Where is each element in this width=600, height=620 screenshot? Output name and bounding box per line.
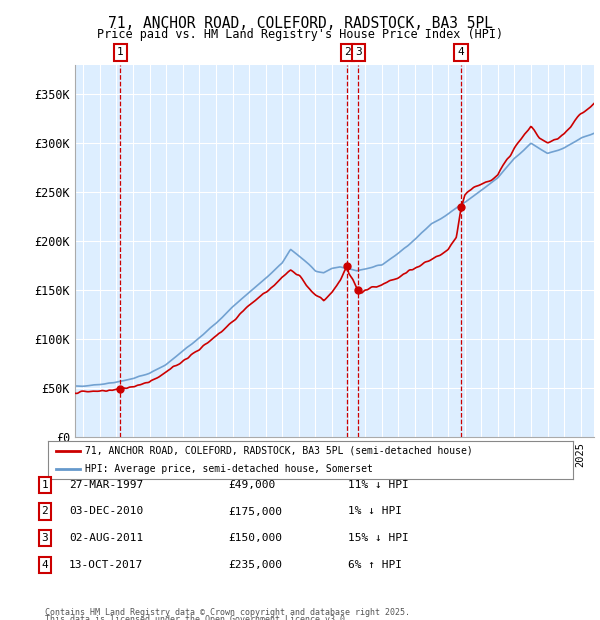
- Text: This data is licensed under the Open Government Licence v3.0.: This data is licensed under the Open Gov…: [45, 615, 350, 620]
- Text: £150,000: £150,000: [228, 533, 282, 543]
- Text: 1% ↓ HPI: 1% ↓ HPI: [348, 507, 402, 516]
- Text: 27-MAR-1997: 27-MAR-1997: [69, 480, 143, 490]
- Text: 1: 1: [41, 480, 49, 490]
- Text: £235,000: £235,000: [228, 560, 282, 570]
- Text: 13-OCT-2017: 13-OCT-2017: [69, 560, 143, 570]
- Text: 2: 2: [344, 47, 350, 57]
- Text: 4: 4: [41, 560, 49, 570]
- Text: 3: 3: [355, 47, 362, 57]
- Text: 2: 2: [41, 507, 49, 516]
- Text: 6% ↑ HPI: 6% ↑ HPI: [348, 560, 402, 570]
- Text: 4: 4: [458, 47, 464, 57]
- Text: HPI: Average price, semi-detached house, Somerset: HPI: Average price, semi-detached house,…: [85, 464, 373, 474]
- Text: 11% ↓ HPI: 11% ↓ HPI: [348, 480, 409, 490]
- Text: Price paid vs. HM Land Registry's House Price Index (HPI): Price paid vs. HM Land Registry's House …: [97, 28, 503, 41]
- Text: £175,000: £175,000: [228, 507, 282, 516]
- Text: 03-DEC-2010: 03-DEC-2010: [69, 507, 143, 516]
- Text: 71, ANCHOR ROAD, COLEFORD, RADSTOCK, BA3 5PL: 71, ANCHOR ROAD, COLEFORD, RADSTOCK, BA3…: [107, 16, 493, 30]
- Text: 02-AUG-2011: 02-AUG-2011: [69, 533, 143, 543]
- Text: £49,000: £49,000: [228, 480, 275, 490]
- Text: 3: 3: [41, 533, 49, 543]
- Text: 15% ↓ HPI: 15% ↓ HPI: [348, 533, 409, 543]
- Text: Contains HM Land Registry data © Crown copyright and database right 2025.: Contains HM Land Registry data © Crown c…: [45, 608, 410, 617]
- Text: 1: 1: [117, 47, 124, 57]
- Text: 71, ANCHOR ROAD, COLEFORD, RADSTOCK, BA3 5PL (semi-detached house): 71, ANCHOR ROAD, COLEFORD, RADSTOCK, BA3…: [85, 446, 473, 456]
